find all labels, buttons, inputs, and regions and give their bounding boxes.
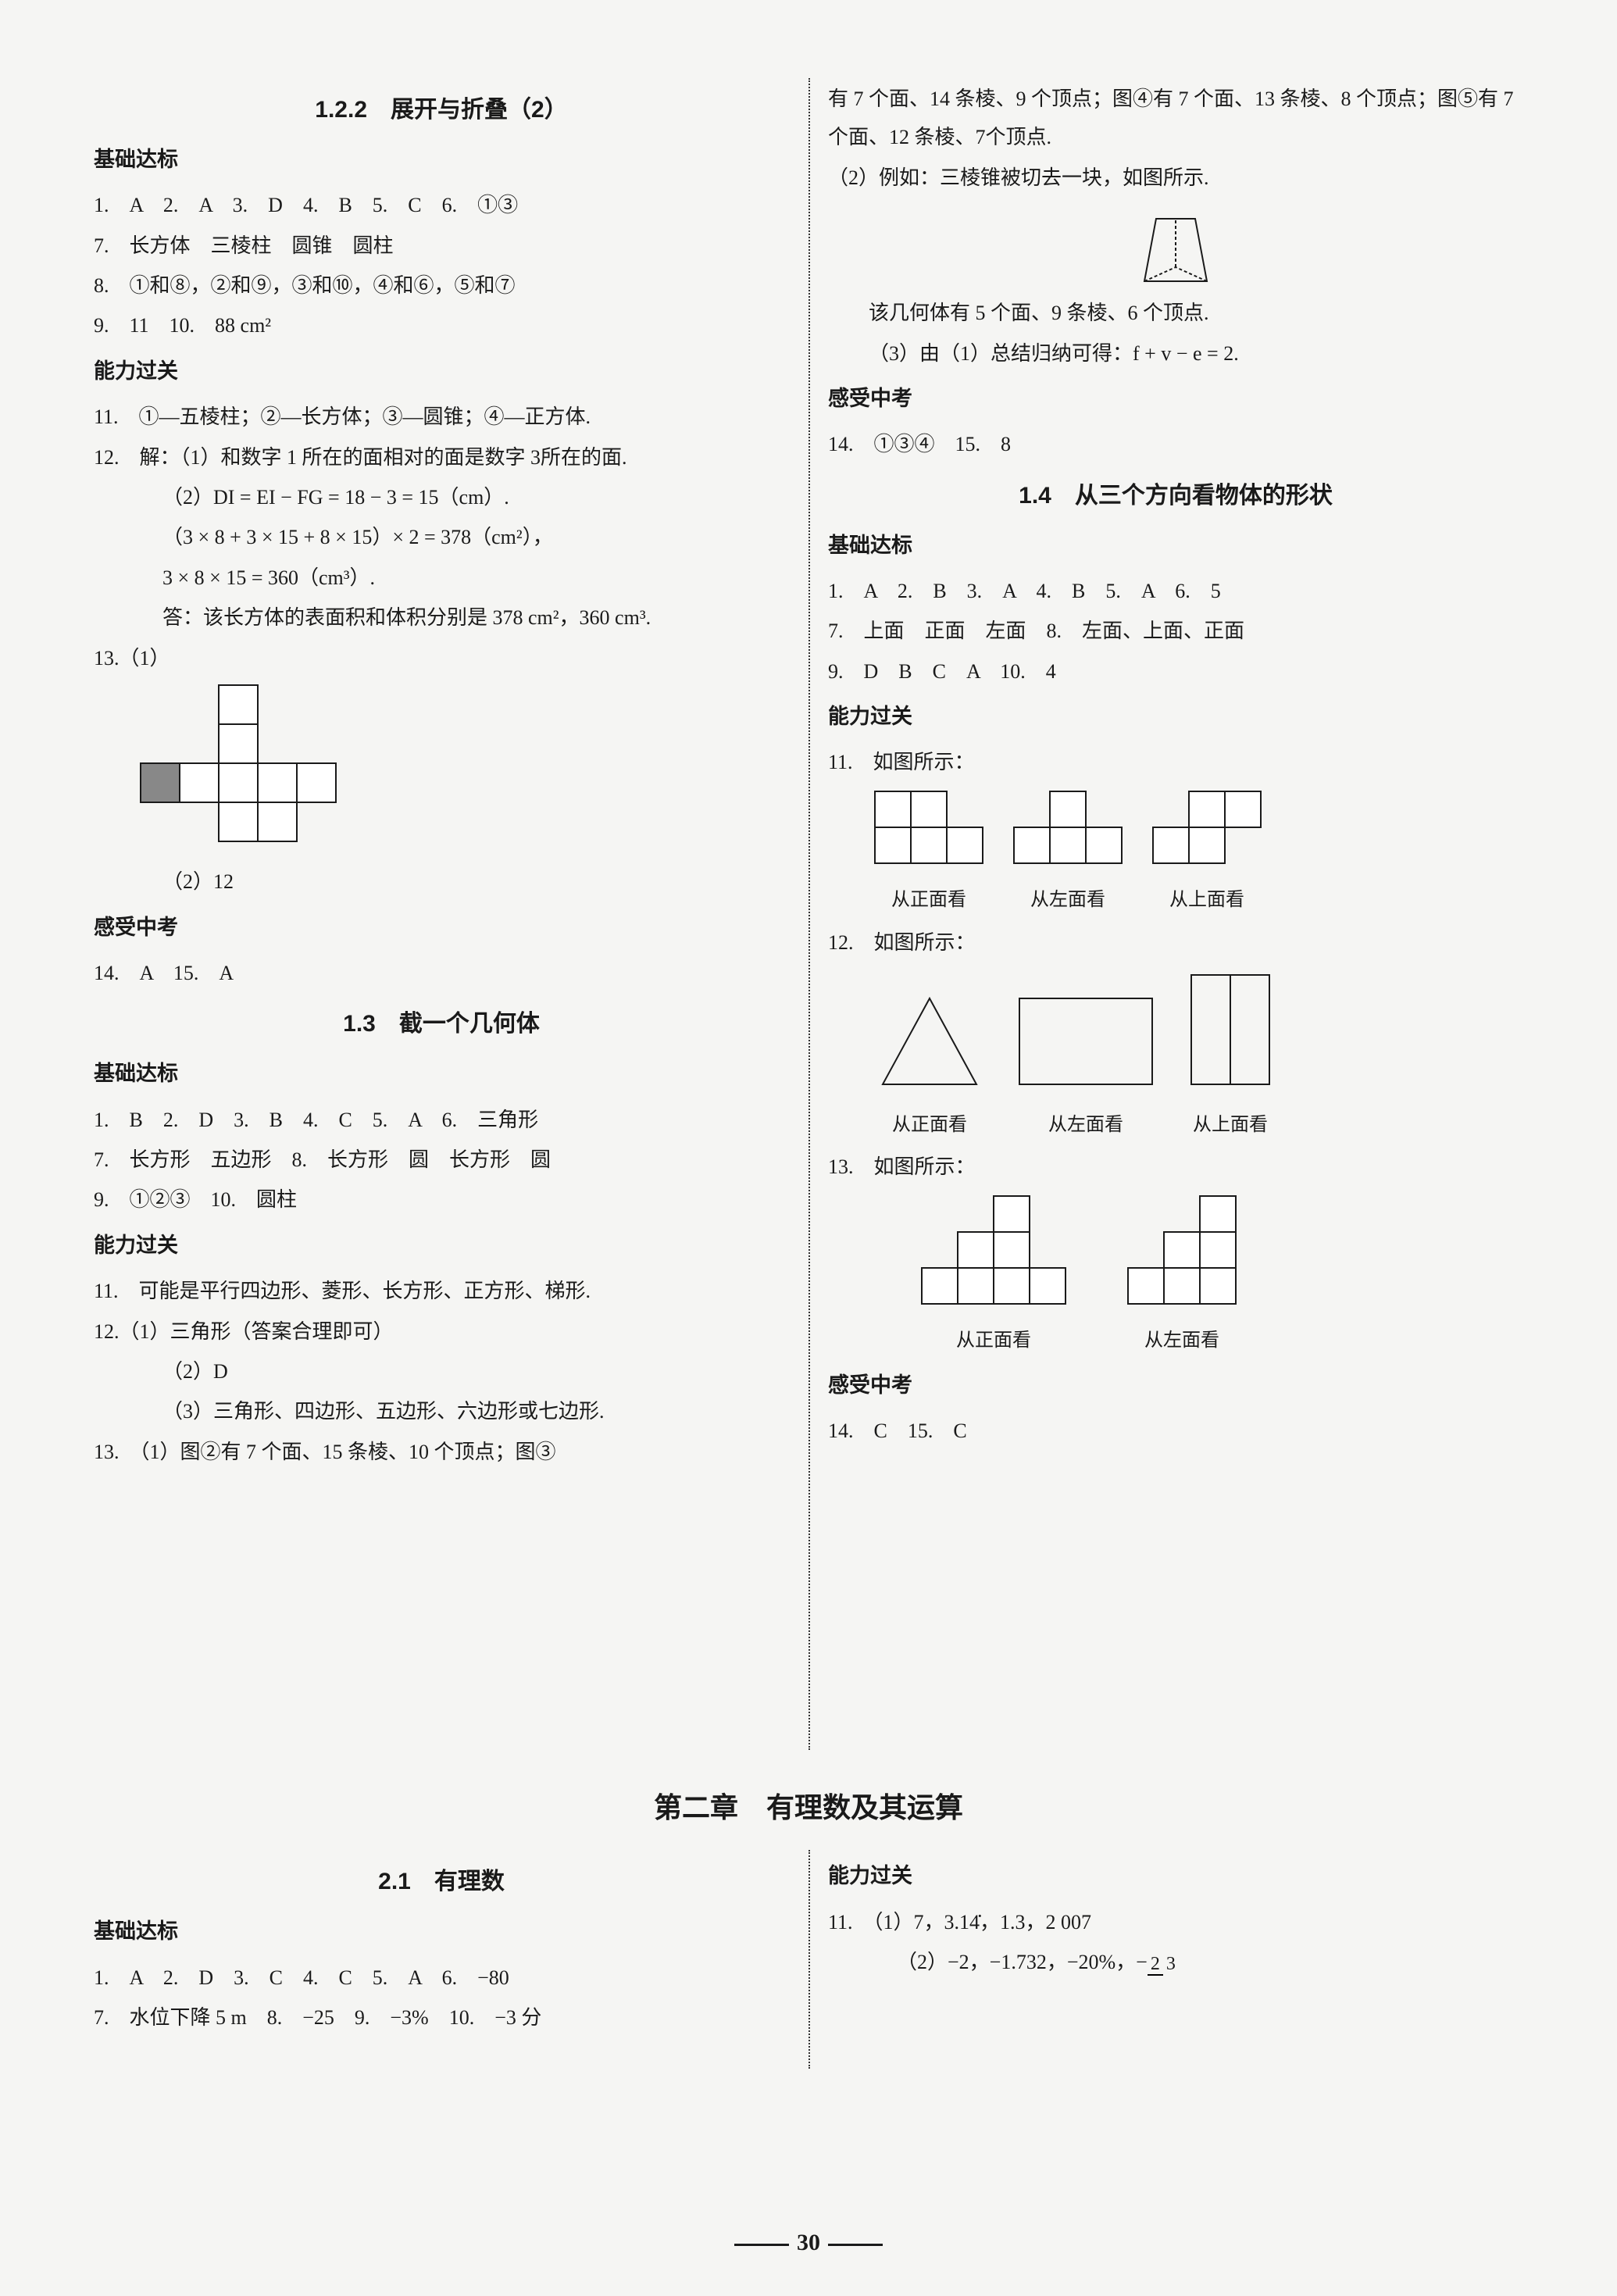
answer-12-2: （2）D xyxy=(94,1352,789,1391)
answer-row: 9. D B C A 10. 4 xyxy=(828,652,1523,691)
answer-11: 11. 可能是平行四边形、菱形、长方形、正方形、梯形. xyxy=(94,1272,789,1310)
view-label-front: 从正面看 xyxy=(875,1108,984,1144)
answer-row: 1. A 2. D 3. C 4. C 5. A 6. −80 xyxy=(94,1959,789,1997)
fraction-denominator: 3 xyxy=(1163,1954,1179,1974)
section-1-4-title: 1.4 从三个方向看物体的形状 xyxy=(828,473,1523,518)
figure-net-13 xyxy=(141,685,789,855)
triangle-icon xyxy=(875,994,984,1088)
answer-12-3: （3 × 8 + 3 × 15 + 8 × 15）× 2 = 378（cm²）， xyxy=(94,518,789,556)
divided-rectangle-icon xyxy=(1187,971,1273,1088)
lower-left-column: 2.1 有理数 基础达标 1. A 2. D 3. C 4. C 5. A 6.… xyxy=(94,1850,789,2069)
column-divider xyxy=(808,1850,810,2069)
answer-13-2: （2）例如：三棱锥被切去一块，如图所示. xyxy=(828,159,1523,197)
answer-exam: 14. ①③④ 15. 8 xyxy=(828,425,1523,463)
views-13: 从正面看 从左面看 xyxy=(922,1196,1523,1359)
view-left: 从左面看 xyxy=(1128,1196,1236,1359)
heading-ability: 能力过关 xyxy=(828,697,1523,737)
views-12: 从正面看 从左面看 从上面看 xyxy=(875,971,1523,1143)
frustum-figure xyxy=(1121,203,1230,289)
answer-12-3: （3）三角形、四边形、五边形、六边形或七边形. xyxy=(94,1392,789,1430)
heading-ability: 能力过关 xyxy=(828,1856,1523,1896)
page-number: 30 xyxy=(726,2220,891,2265)
answer-row: 7. 水位下降 5 m 8. −25 9. −3% 10. −3 分 xyxy=(94,1998,789,2037)
answer-11: 11. ①—五棱柱；②—长方体；③—圆锥；④—正方体. xyxy=(94,398,789,436)
fraction: 23 xyxy=(1148,1954,1179,1974)
view-left: 从左面看 xyxy=(1016,994,1156,1143)
answer-row: 9. 11 10. 88 cm² xyxy=(94,306,789,345)
answer-row: 7. 上面 正面 左面 8. 左面、上面、正面 xyxy=(828,612,1523,650)
answer-13-4: （3）由（1）总结归纳可得：f + v − e = 2. xyxy=(828,334,1523,373)
answer-12-5: 答：该长方体的表面积和体积分别是 378 cm²，360 cm³. xyxy=(94,598,789,637)
view-front: 从正面看 xyxy=(922,1196,1066,1359)
fraction-numerator: 2 xyxy=(1148,1954,1163,1976)
heading-exam: 感受中考 xyxy=(94,908,789,948)
text: （2）−2，−1.732，−20%，− xyxy=(897,1951,1148,1973)
view-top: 从上面看 xyxy=(1153,791,1261,919)
view-left: 从左面看 xyxy=(1014,791,1122,919)
answer-13-1: 13.（1） xyxy=(94,639,789,677)
heading-ability: 能力过关 xyxy=(94,352,789,391)
heading-exam: 感受中考 xyxy=(828,379,1523,419)
view-top: 从上面看 xyxy=(1187,971,1273,1143)
answer-11: 11. 如图所示： xyxy=(828,743,1523,781)
view-label-front: 从正面看 xyxy=(922,1323,1066,1359)
heading-basic: 基础达标 xyxy=(828,526,1523,566)
heading-basic: 基础达标 xyxy=(94,140,789,180)
heading-basic: 基础达标 xyxy=(94,1054,789,1094)
answer-exam: 14. A 15. A xyxy=(94,954,789,992)
view-label-left: 从左面看 xyxy=(1014,883,1122,919)
answer-12-4: 3 × 8 × 15 = 360（cm³）. xyxy=(94,559,789,597)
answer-exam: 14. C 15. C xyxy=(828,1412,1523,1450)
page: 1.2.2 展开与折叠（2） 基础达标 1. A 2. A 3. D 4. B … xyxy=(94,78,1523,2249)
view-label-top: 从上面看 xyxy=(1187,1108,1273,1144)
answer-row: 1. A 2. A 3. D 4. B 5. C 6. ①③ xyxy=(94,186,789,224)
answer-12: 12. 解：（1）和数字 1 所在的面相对的面是数字 3所在的面. xyxy=(94,438,789,477)
answer-13-first: 13. （1）图②有 7 个面、15 条棱、10 个顶点；图③ xyxy=(94,1433,789,1471)
view-front: 从正面看 xyxy=(875,791,983,919)
heading-ability: 能力过关 xyxy=(94,1226,789,1266)
heading-exam: 感受中考 xyxy=(828,1366,1523,1405)
left-column: 1.2.2 展开与折叠（2） 基础达标 1. A 2. A 3. D 4. B … xyxy=(94,78,789,1750)
answer-12: 12. 如图所示： xyxy=(828,923,1523,962)
lower-columns: 2.1 有理数 基础达标 1. A 2. D 3. C 4. C 5. A 6.… xyxy=(94,1850,1523,2069)
right-column: 有 7 个面、14 条棱、9 个顶点；图④有 7 个面、13 条棱、8 个顶点；… xyxy=(828,78,1523,1750)
answer-13: 13. 如图所示： xyxy=(828,1148,1523,1186)
view-label-left: 从左面看 xyxy=(1128,1323,1236,1359)
column-divider xyxy=(808,78,810,1750)
view-label-left: 从左面看 xyxy=(1016,1108,1156,1144)
text: ，2 007 xyxy=(1026,1911,1092,1934)
view-front: 从正面看 xyxy=(875,994,984,1143)
upper-columns: 1.2.2 展开与折叠（2） 基础达标 1. A 2. A 3. D 4. B … xyxy=(94,78,1523,1750)
section-1-3-title: 1.3 截一个几何体 xyxy=(94,1002,789,1046)
answer-13-3: 该几何体有 5 个面、9 条棱、6 个顶点. xyxy=(828,294,1523,332)
views-11: 从正面看 从左面看 从上面看 xyxy=(875,791,1523,919)
section-2-1-title: 2.1 有理数 xyxy=(94,1859,789,1904)
answer-12-2: （2）DI = EI − FG = 18 − 3 = 15（cm）. xyxy=(94,478,789,516)
section-1-2-2-title: 1.2.2 展开与折叠（2） xyxy=(94,87,789,132)
heading-basic: 基础达标 xyxy=(94,1912,789,1951)
text: 11. （1）7，3.14，1. xyxy=(828,1911,1016,1934)
lower-right-column: 能力过关 11. （1）7，3.14，1.3，2 007 （2）−2，−1.73… xyxy=(828,1850,1523,2069)
rectangle-icon xyxy=(1016,994,1156,1088)
answer-row: 1. A 2. B 3. A 4. B 5. A 6. 5 xyxy=(828,572,1523,610)
answer-13-cont: 有 7 个面、14 条棱、9 个顶点；图④有 7 个面、13 条棱、8 个顶点；… xyxy=(828,80,1523,157)
answer-row: 1. B 2. D 3. B 4. C 5. A 6. 三角形 xyxy=(94,1101,789,1139)
chapter-2-title: 第二章 有理数及其运算 xyxy=(94,1781,1523,1834)
answer-12-1: 12.（1）三角形（答案合理即可） xyxy=(94,1312,789,1351)
repeating-digit: 3 xyxy=(1016,1911,1026,1934)
answer-row: 9. ①②③ 10. 圆柱 xyxy=(94,1180,789,1219)
answer-11-2: （2）−2，−1.732，−20%，−23 xyxy=(828,1943,1523,1981)
answer-11-1: 11. （1）7，3.14，1.3，2 007 xyxy=(828,1903,1523,1941)
answer-row: 7. 长方形 五边形 8. 长方形 圆 长方形 圆 xyxy=(94,1141,789,1179)
view-label-top: 从上面看 xyxy=(1153,883,1261,919)
answer-row: 7. 长方体 三棱柱 圆锥 圆柱 xyxy=(94,227,789,265)
answer-13-2: （2）12 xyxy=(94,862,789,901)
view-label-front: 从正面看 xyxy=(875,883,983,919)
answer-row: 8. ①和⑧，②和⑨，③和⑩，④和⑥，⑤和⑦ xyxy=(94,266,789,305)
